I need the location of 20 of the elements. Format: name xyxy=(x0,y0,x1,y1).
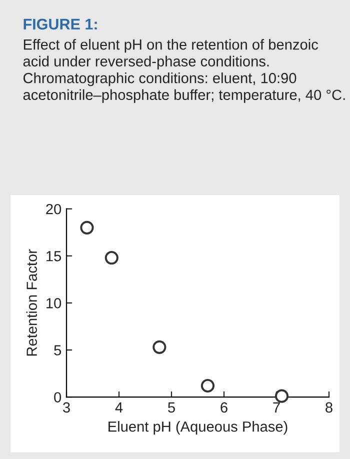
x-axis-title: Eluent pH (Aqueous Phase) xyxy=(108,421,288,435)
x-tick-label: 7 xyxy=(273,402,280,412)
point xyxy=(80,220,94,234)
y-tick-label: 15 xyxy=(46,251,62,262)
x-tick-label: 3 xyxy=(63,402,70,413)
x-tick-label: 5 xyxy=(168,402,175,413)
point xyxy=(200,378,215,393)
x-tick-label: 4 xyxy=(115,402,123,412)
y-tick-label: 20 xyxy=(46,204,62,214)
x-tick-label: 8 xyxy=(326,402,332,413)
y-axis-title: Retention Factor xyxy=(26,249,37,356)
point xyxy=(274,389,289,403)
x-tick-label: 6 xyxy=(220,402,228,413)
y-tick-label: 5 xyxy=(54,345,62,356)
chart-subtitle: Effect of eluent pH on the retention of benzoic acid under reversed-phase conditions. Chromatographic conditions: eluent, 10:90 acetonitrile–phosphate buffer; temperature, 40 °C. xyxy=(23,39,345,103)
y-tick-label: 10 xyxy=(46,298,62,308)
y-tick-label: 0 xyxy=(54,392,62,402)
chart-title: FIGURE 1: xyxy=(24,18,97,30)
point xyxy=(104,250,118,265)
point xyxy=(152,340,166,354)
